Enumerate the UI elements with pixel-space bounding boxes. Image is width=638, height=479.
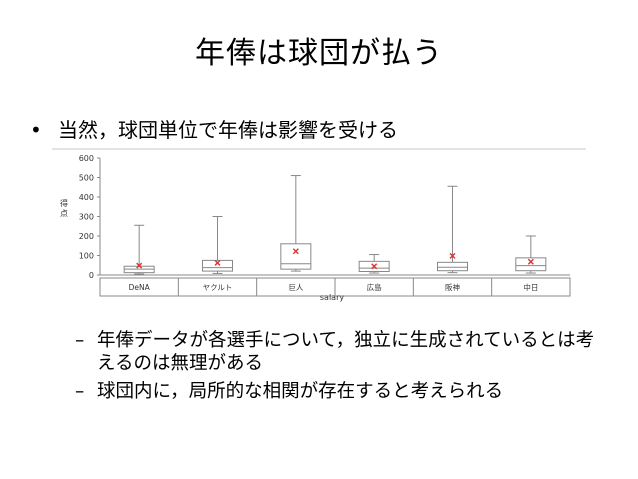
box-iqr [280,243,312,270]
sub-bullet-1: – 年俸データが各選手について，独立に生成されているとは考えるのは無理がある [75,329,597,375]
sub-bullet-1-text: 年俸データが各選手について，独立に生成されているとは考えるのは無理がある [97,330,595,374]
y-tick-label: 400 [79,193,94,202]
box-mean-marker [449,252,456,259]
x-tick-label: 中日 [523,282,538,292]
chart-plot-area [123,175,547,275]
box-mean-marker [136,262,143,269]
main-bullet-text: 当然，球団単位で年俸は影響を受ける [58,118,398,142]
box-mean-marker [214,259,221,266]
y-tick-label: 0 [89,271,94,280]
x-tick-label: DeNA [129,283,151,292]
sub-bullet-2-text: 球団内に，局所的な相関が存在すると考えられる [97,381,504,402]
sub-bullet-2-dash: – [75,381,85,402]
slide-title: 年俸は球団が払う [195,36,443,71]
box-mean-marker [527,258,534,265]
box-mean-marker [371,263,378,270]
box-mean-marker [292,248,299,255]
y-axis-label-top: 得 [60,198,68,208]
main-bullet: • 当然，球団単位で年俸は影響を受ける [30,117,398,143]
y-tick-label: 100 [79,252,94,261]
y-tick-label: 200 [79,232,94,241]
y-tick-label: 300 [79,213,94,222]
box-iqr [437,261,468,272]
x-tick-label: 巨人 [288,283,303,292]
sub-bullet-2: – 球団内に，局所的な相関が存在すると考えられる [75,380,597,403]
bullet-symbol: • [30,118,42,142]
y-axis-label-bottom: 点 [60,209,68,218]
x-axis-label: salary [320,293,344,302]
box-iqr [202,259,233,272]
chart-axes: 0 100 200 300 400 500 600 DeNA ヤクルト 巨人 広島 阪神 中日 [79,154,571,297]
x-tick-label: ヤクルト [203,283,233,292]
x-tick-label: 広島 [367,282,382,292]
sub-bullet-1-dash: – [75,330,85,351]
x-tick-label: 阪神 [445,282,460,292]
y-tick-label: 600 [79,154,94,163]
box-iqr [515,257,547,272]
y-tick-label: 500 [79,174,94,183]
